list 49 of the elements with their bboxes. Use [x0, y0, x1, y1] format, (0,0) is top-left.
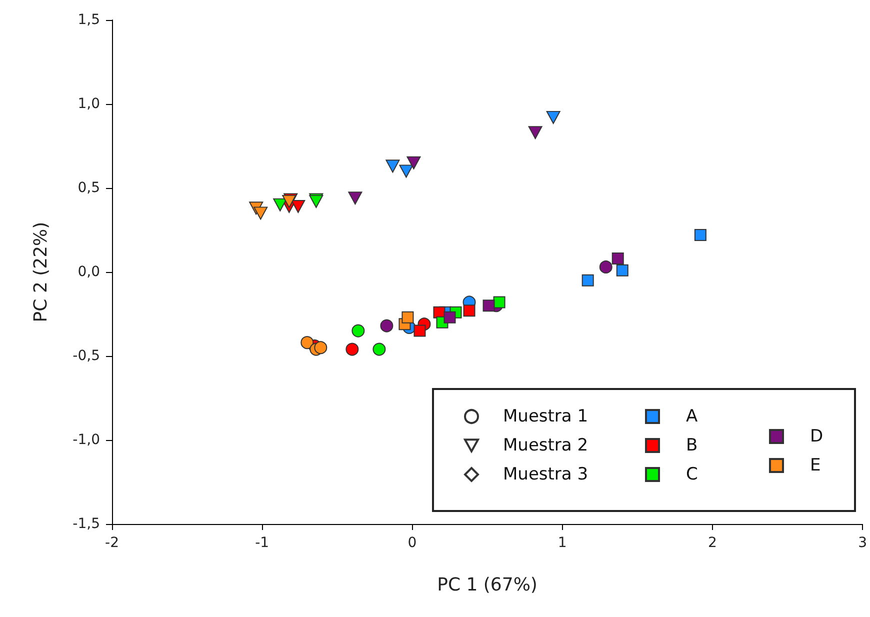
- x-tick-label: 1: [558, 535, 567, 551]
- point: [386, 160, 400, 173]
- point: [291, 200, 306, 213]
- point: [546, 110, 560, 124]
- point: [406, 156, 421, 170]
- legend-label: A: [686, 406, 698, 426]
- x-tick-label: 0: [408, 535, 417, 551]
- point: [599, 260, 612, 274]
- legend-label: Muestra 3: [503, 464, 588, 484]
- point: [612, 252, 624, 265]
- point: [348, 192, 362, 205]
- legend-label: B: [686, 436, 698, 456]
- y-tick-label: -1,0: [72, 432, 100, 448]
- point: [300, 336, 314, 350]
- point: [402, 311, 414, 324]
- x-tick-label: -2: [105, 535, 119, 551]
- point: [314, 341, 328, 354]
- point: [399, 164, 414, 178]
- point: [254, 206, 268, 220]
- point: [616, 264, 628, 276]
- legend-label: Muestra 1: [503, 406, 588, 426]
- x-tick-label: 3: [858, 535, 868, 551]
- point: [273, 198, 288, 212]
- point: [528, 126, 542, 140]
- point: [444, 311, 456, 324]
- legend-label: D: [810, 426, 824, 446]
- legend-label: C: [686, 464, 698, 484]
- point: [493, 296, 506, 308]
- x-tick-label: -1: [255, 535, 270, 551]
- x-tick-label: 2: [708, 535, 717, 551]
- point: [372, 342, 386, 356]
- point: [352, 324, 365, 338]
- point: [463, 304, 476, 317]
- y-tick-label: -1,5: [72, 516, 100, 532]
- y-tick-label: -0,5: [72, 348, 100, 364]
- point: [482, 300, 495, 312]
- point: [582, 274, 594, 286]
- legend-label: Muestra 2: [503, 436, 588, 456]
- x-axis-title: PC 1 (67%): [437, 574, 538, 596]
- y-tick-label: 0,0: [78, 264, 100, 280]
- point: [414, 324, 426, 337]
- y-tick-label: 1,0: [78, 96, 100, 112]
- y-axis-title: PC 2 (22%): [30, 222, 52, 322]
- point: [380, 319, 394, 332]
- point: [346, 342, 359, 356]
- y-tick-label: 1,5: [78, 12, 100, 28]
- legend-label: E: [810, 456, 821, 476]
- point: [694, 229, 706, 242]
- y-tick-label: 0,5: [78, 180, 100, 196]
